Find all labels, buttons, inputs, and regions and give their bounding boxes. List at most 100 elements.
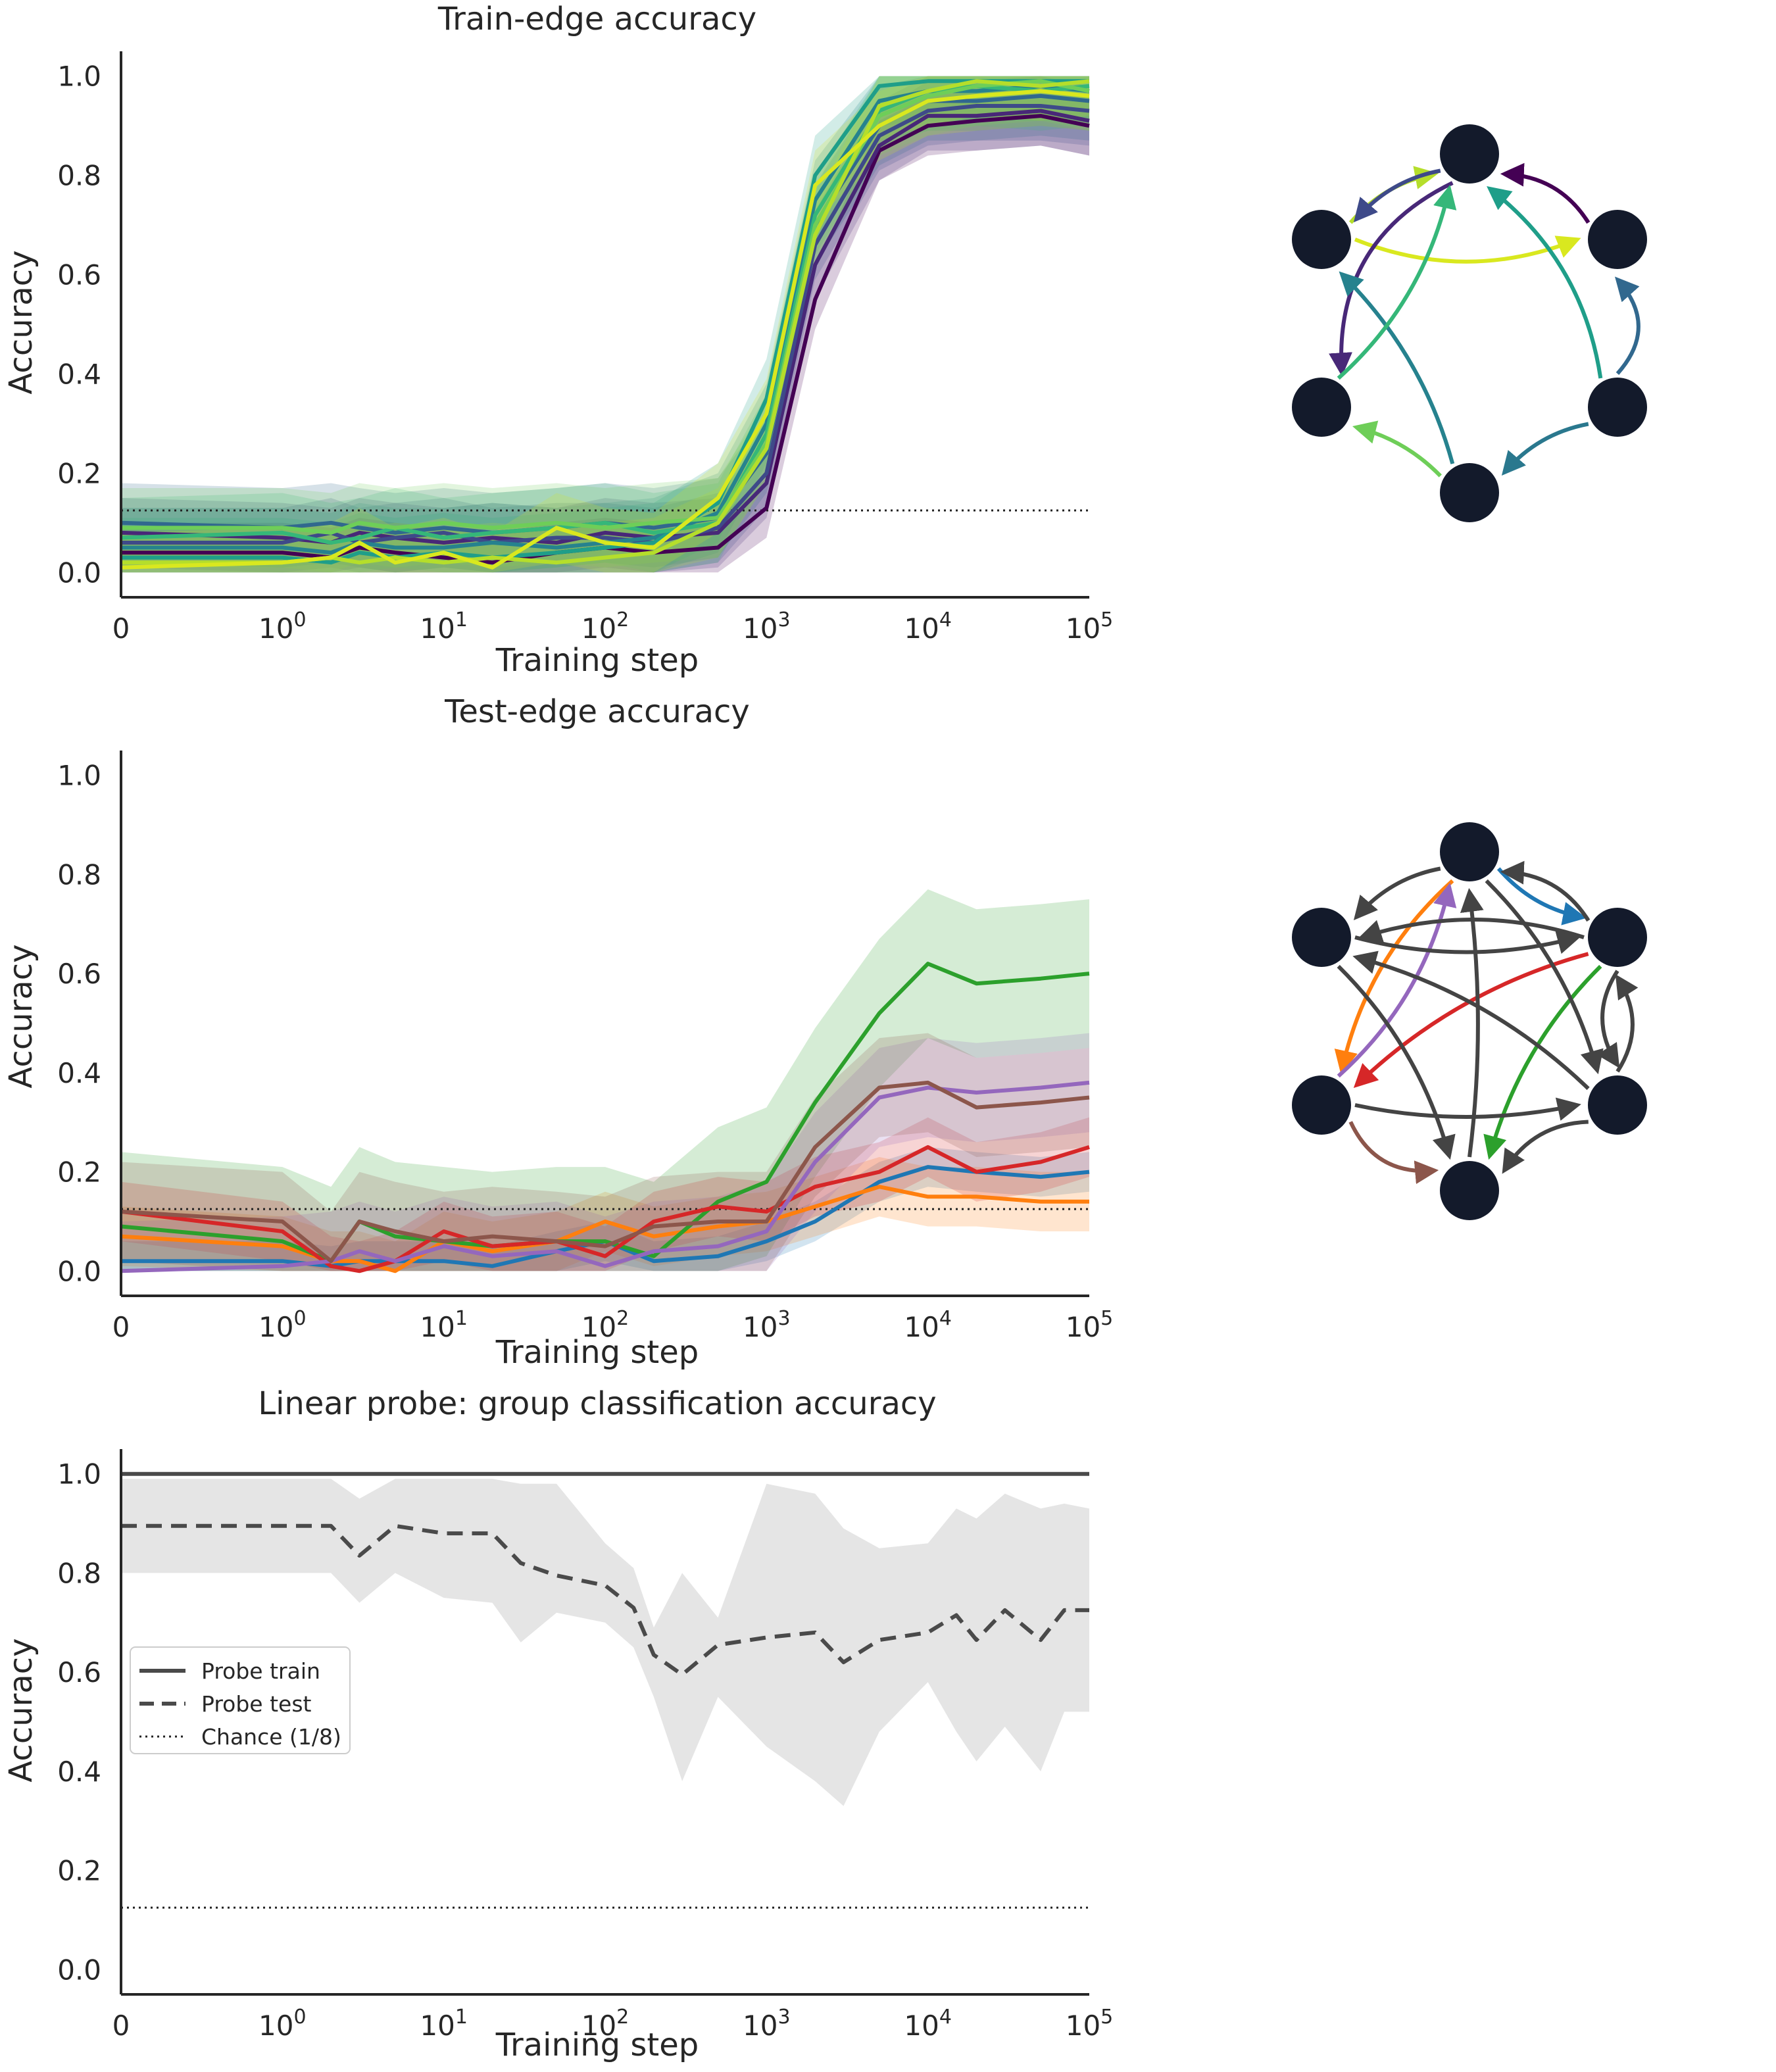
y-tick-label: 0.2 — [57, 1156, 101, 1189]
graph-node — [1588, 1075, 1647, 1135]
x-tick-label: 104 — [904, 2006, 952, 2042]
graph-node — [1588, 210, 1647, 269]
train-edge-graph — [1292, 124, 1647, 522]
legend-label-probe-test: Probe test — [201, 1691, 312, 1717]
x-tick-label: 104 — [904, 608, 952, 645]
x-tick-label: 101 — [420, 1307, 468, 1343]
y-tick-label: 0.6 — [57, 1656, 101, 1689]
legend-label-probe-train: Probe train — [201, 1658, 320, 1684]
chart-title: Train-edge accuracy — [437, 1, 756, 37]
graph-edge — [1483, 964, 1602, 1160]
confidence-band — [121, 1117, 1089, 1271]
y-tick-label: 0.0 — [57, 1954, 101, 1986]
graph-edge — [1348, 1121, 1439, 1185]
series-line — [121, 79, 1090, 535]
y-axis-label: Accuracy — [3, 944, 39, 1088]
confidence-band — [121, 1157, 1089, 1271]
graph-edge — [1354, 931, 1581, 954]
y-tick-label: 1.0 — [57, 61, 101, 93]
x-tick-label: 105 — [1066, 1307, 1114, 1343]
graph-edge — [1329, 181, 1454, 377]
y-tick-label: 0.6 — [57, 958, 101, 990]
confidence-band — [121, 76, 1089, 573]
graph-node — [1292, 1075, 1351, 1135]
x-tick-label: 102 — [581, 2006, 629, 2042]
confidence-band — [121, 76, 1089, 573]
graph-node — [1588, 378, 1647, 437]
graph-node — [1292, 210, 1351, 269]
linear-probe-panel: Linear probe: group classification accur… — [3, 1385, 1113, 2063]
graph-edge — [1615, 276, 1640, 375]
legend-frame — [130, 1646, 351, 1754]
y-tick-label: 0.4 — [57, 358, 101, 390]
graph-edge — [1500, 860, 1591, 922]
y-tick-label: 1.0 — [57, 760, 101, 792]
graph-edge — [1353, 866, 1441, 921]
x-tick-label: 102 — [581, 1307, 629, 1343]
x-tick-label: 100 — [259, 608, 307, 645]
graph-edge — [1352, 420, 1442, 478]
series-line — [120, 84, 1090, 545]
x-tick-label: 102 — [581, 608, 629, 645]
confidence-band — [121, 1479, 1089, 1806]
graph-node — [1440, 822, 1499, 881]
confidence-band — [121, 1033, 1089, 1271]
graph-node — [1440, 124, 1499, 184]
graph-edge — [1596, 970, 1620, 1069]
y-axis-label: Accuracy — [3, 250, 39, 394]
confidence-band — [121, 889, 1089, 1271]
series-line — [120, 109, 1090, 545]
series-line — [121, 79, 1090, 565]
x-axis-label: Training step — [495, 1334, 699, 1371]
legend-label-chance: Chance (1/8) — [201, 1724, 341, 1750]
chart-title: Linear probe: group classification accur… — [258, 1385, 936, 1422]
graph-node — [1292, 908, 1351, 967]
plot-area: 0.0 0.2 0.4 0.6 0.8 1.0 0 100 101 102 103 104 105 — [57, 751, 1113, 1343]
y-tick-label: 0.8 — [57, 160, 101, 192]
x-tick-label: 104 — [904, 1307, 952, 1343]
y-tick-label: 0.2 — [57, 1855, 101, 1887]
graph-edge — [1487, 186, 1603, 379]
y-tick-label: 0.8 — [57, 858, 101, 891]
y-tick-label: 0.6 — [57, 259, 101, 291]
series-line — [121, 104, 1090, 545]
graph-edge — [1337, 964, 1456, 1160]
y-tick-label: 0.4 — [57, 1756, 101, 1788]
y-tick-label: 1.0 — [57, 1458, 101, 1491]
plot-area: 0.0 0.2 0.4 0.6 0.8 1.0 0 100 101 102 103 104 105 — [57, 1449, 1113, 2042]
graph-edge — [1502, 1120, 1589, 1174]
y-tick-label: 0.2 — [57, 457, 101, 489]
x-tick-label: 100 — [259, 2006, 307, 2042]
series-line — [121, 114, 1090, 565]
x-axis-label: Training step — [495, 2027, 699, 2063]
plot-area: 0.0 0.2 0.4 0.6 0.8 1.0 0 100 101 102 103 104 105 — [57, 51, 1113, 645]
x-tick-label: 105 — [1066, 608, 1114, 645]
series-line — [120, 93, 1090, 535]
x-tick-label: 100 — [259, 1307, 307, 1343]
series-line — [121, 1523, 1089, 1677]
x-tick-label: 101 — [420, 2006, 468, 2042]
x-tick-label: 0 — [112, 1311, 130, 1343]
graph-edge — [1339, 271, 1455, 464]
series-line — [120, 1185, 1089, 1273]
train-edge-accuracy-panel: Train-edge accuracy 0.0 0.2 0.4 0.6 0.8 1.0 0 1… — [3, 1, 1113, 679]
x-tick-label: 101 — [420, 608, 468, 645]
graph-node — [1440, 463, 1499, 522]
graph-edge — [1485, 879, 1604, 1075]
confidence-band — [121, 76, 1089, 573]
y-tick-label: 0.4 — [57, 1057, 101, 1089]
x-axis-label: Training step — [495, 642, 699, 679]
graph-node — [1292, 378, 1351, 437]
confidence-band — [121, 1033, 1089, 1271]
x-tick-label: 0 — [112, 2010, 130, 2042]
graph-edge — [1337, 882, 1457, 1078]
graph-edge — [1337, 184, 1457, 380]
confidence-band — [121, 76, 1089, 573]
graph-node — [1588, 908, 1647, 967]
series-line — [121, 84, 1090, 555]
test-edge-graph — [1292, 822, 1647, 1220]
graph-edge — [1352, 950, 1590, 1091]
x-tick-label: 103 — [743, 608, 791, 645]
series-line — [120, 89, 1090, 570]
